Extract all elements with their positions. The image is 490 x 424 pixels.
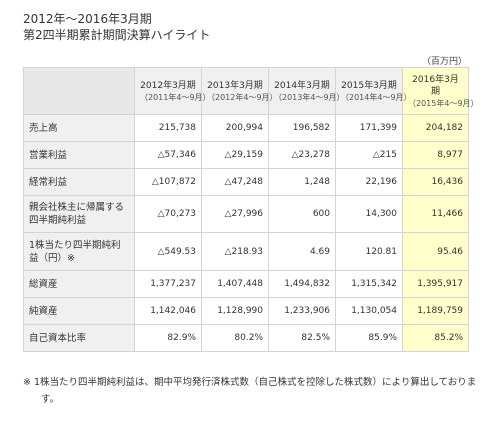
- table-cell: 1,128,990: [201, 297, 269, 325]
- table-cell: 82.9%: [134, 324, 202, 352]
- table-cell: △47,248: [201, 168, 269, 196]
- table-cell-current: 16,436: [402, 168, 469, 196]
- table-cell: △549.53: [134, 232, 202, 271]
- row-label: 売上高: [23, 114, 135, 142]
- row-label: 親会社株主に帰属する四半期純利益: [23, 195, 135, 233]
- column-header: 2012年3月期 （2011年4～9月）: [134, 67, 211, 115]
- row-label: 1株当たり四半期純利益（円）※: [23, 232, 135, 271]
- table-cell: 22,196: [335, 168, 403, 196]
- table-cell: △57,346: [134, 141, 202, 169]
- table-cell: △29,159: [201, 141, 269, 169]
- table-cell: △27,996: [201, 195, 269, 233]
- table-cell: 1,407,448: [201, 270, 269, 298]
- column-header: 2013年3月期 （2012年4～9月）: [201, 67, 278, 115]
- table-cell: 1,233,906: [268, 297, 336, 325]
- table-cell: 600: [268, 195, 336, 233]
- table-cell-current: 1,395,917: [402, 270, 469, 298]
- row-label: 総資産: [23, 270, 135, 298]
- table-cell: △70,273: [134, 195, 202, 233]
- table-row: 営業利益 △57,346 △29,159 △23,278 △215 8,977: [23, 141, 469, 169]
- header-corner: [23, 67, 135, 115]
- table-cell: △107,872: [134, 168, 202, 196]
- title-line-2: 第2四半期累計期間決算ハイライト: [23, 28, 211, 42]
- table-cell: 171,399: [335, 114, 403, 142]
- table-row: 1株当たり四半期純利益（円）※ △549.53 △218.93 4.69 120…: [23, 232, 469, 271]
- table-row: 売上高 215,738 200,994 196,582 171,399 204,…: [23, 114, 469, 142]
- title-line-1: 2012年～2016年3月期: [23, 12, 152, 26]
- table-cell: 120.81: [335, 232, 403, 271]
- footnote: ※ 1株当たり四半期純利益は、期中平均発行済株式数（自己株式を控除した株式数）に…: [23, 377, 477, 405]
- table-row: 経常利益 △107,872 △47,248 1,248 22,196 16,43…: [23, 168, 469, 196]
- table-cell: 85.9%: [335, 324, 403, 352]
- table-cell-current: 204,182: [402, 114, 469, 142]
- table-cell: 1,142,046: [134, 297, 202, 325]
- table-cell: 196,582: [268, 114, 336, 142]
- table-cell: 1,494,832: [268, 270, 336, 298]
- column-header: 2015年3月期 （2014年4～9月）: [335, 67, 412, 115]
- table-cell: 1,248: [268, 168, 336, 196]
- table-row: 総資産 1,377,237 1,407,448 1,494,832 1,315,…: [23, 270, 469, 298]
- table-cell: △218.93: [201, 232, 269, 271]
- table-cell: 1,130,054: [335, 297, 403, 325]
- table-cell: △215: [335, 141, 403, 169]
- table-cell-current: 11,466: [402, 195, 469, 233]
- table-cell: 14,300: [335, 195, 403, 233]
- table-cell: 80.2%: [201, 324, 269, 352]
- table-cell: 215,738: [134, 114, 202, 142]
- table-row: 親会社株主に帰属する四半期純利益 △70,273 △27,996 600 14,…: [23, 195, 469, 233]
- table-row: 自己資本比率 82.9% 80.2% 82.5% 85.9% 85.2%: [23, 324, 469, 352]
- column-header-current: 2016年3月期 （2015年4～9月）: [402, 67, 479, 115]
- table-cell: 1,377,237: [134, 270, 202, 298]
- header-row: 2012年3月期 （2011年4～9月） 2013年3月期 （2012年4～9月） …: [23, 67, 479, 115]
- row-label: 純資産: [23, 297, 135, 325]
- table-cell: 4.69: [268, 232, 336, 271]
- column-header: 2014年3月期 （2013年4～9月）: [268, 67, 345, 115]
- row-label: 営業利益: [23, 141, 135, 169]
- table-cell-current: 95.46: [402, 232, 469, 271]
- highlight-table: 2012年3月期 （2011年4～9月） 2013年3月期 （2012年4～9月） …: [23, 67, 479, 352]
- row-label: 経常利益: [23, 168, 135, 196]
- table-cell-current: 8,977: [402, 141, 469, 169]
- unit-label: （百万円）: [421, 57, 467, 67]
- table-cell-current: 85.2%: [402, 324, 469, 352]
- table-cell: 200,994: [201, 114, 269, 142]
- row-label: 自己資本比率: [23, 324, 135, 352]
- table-row: 純資産 1,142,046 1,128,990 1,233,906 1,130,…: [23, 297, 469, 325]
- table-cell: △23,278: [268, 141, 336, 169]
- table-cell: 1,315,342: [335, 270, 403, 298]
- table-cell-current: 1,189,759: [402, 297, 469, 325]
- table-cell: 82.5%: [268, 324, 336, 352]
